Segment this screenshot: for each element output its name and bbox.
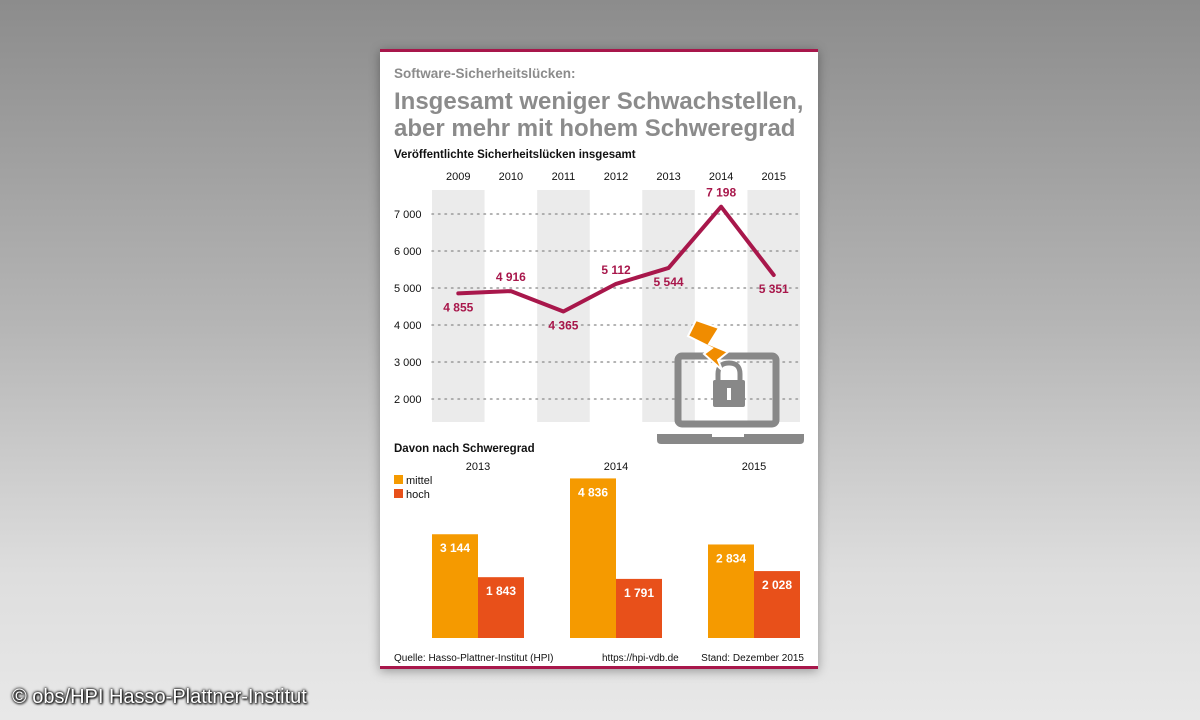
infographic-card: Software-Sicherheitslücken: Insgesamt we… (380, 49, 818, 669)
y-tick-label: 6 000 (394, 246, 422, 258)
source-text: Quelle: Hasso-Plattner-Institut (HPI) (394, 653, 554, 664)
bar-mittel-2013 (432, 534, 478, 638)
chart-canvas: Software-Sicherheitslücken: Insgesamt we… (394, 66, 804, 664)
line-data-label: 4 916 (496, 270, 526, 284)
kicker-text: Software-Sicherheitslücken: (394, 66, 576, 81)
bar-value-label: 2 028 (762, 578, 792, 592)
line-chart-title: Veröffentlichte Sicherheitslücken insges… (394, 149, 636, 161)
bar-value-label: 4 836 (578, 485, 608, 499)
x-axis-years: 2009 2010 2011 2012 2013 2014 2015 (446, 171, 786, 183)
line-data-label: 5 112 (601, 263, 631, 277)
x-year-label: 2015 (761, 171, 785, 183)
bar-categories: 2013 2014 2015 (466, 461, 766, 473)
bar-mittel-2014 (570, 478, 616, 638)
bar-value-label: 3 144 (440, 541, 470, 555)
url-text: https://hpi-vdb.de (602, 653, 679, 664)
bar-category-label: 2015 (742, 461, 766, 473)
bar-category-label: 2014 (604, 461, 628, 473)
title-line-2: aber mehr mit hohem Schweregrad (394, 115, 795, 142)
title-line-1: Insgesamt weniger Schwachstellen, (394, 88, 803, 115)
y-tick-label: 5 000 (394, 283, 422, 295)
y-tick-label: 2 000 (394, 394, 422, 406)
column-band-2013 (642, 190, 695, 422)
bar-hoch-2014 (616, 578, 662, 638)
legend-swatch-hoch (394, 489, 403, 498)
laptop-icon (657, 352, 804, 444)
legend-label-hoch: hoch (406, 489, 430, 501)
bar-hoch-2015 (754, 571, 800, 638)
bar-value-label: 2 834 (716, 551, 746, 565)
x-year-label: 2010 (499, 171, 523, 183)
gridlines (431, 213, 801, 400)
y-tick-label: 7 000 (394, 209, 422, 221)
bars: 3 144 1 843 4 836 1 791 2 834 2 028 (432, 478, 800, 638)
x-year-label: 2013 (656, 171, 680, 183)
column-band-2009 (432, 190, 485, 422)
line-data-labels: 4 855 4 916 4 365 5 112 5 544 7 198 5 351 (443, 186, 789, 333)
bar-mittel-2015 (708, 544, 754, 638)
y-axis-ticks: 2 000 3 000 4 000 5 000 6 000 7 000 (394, 209, 422, 406)
bar-value-label: 1 843 (486, 584, 516, 598)
photo-credit: © obs/HPI Hasso-Plattner-Institut (12, 686, 307, 708)
series-line (456, 204, 776, 314)
padlock-icon (713, 360, 745, 407)
date-text: Stand: Dezember 2015 (701, 653, 804, 664)
line-data-label: 5 544 (654, 275, 684, 289)
x-year-label: 2009 (446, 171, 470, 183)
legend: mittel hoch (394, 475, 432, 501)
x-year-label: 2012 (604, 171, 628, 183)
bar-value-label: 1 791 (624, 586, 654, 600)
y-tick-label: 3 000 (394, 357, 422, 369)
column-bands (432, 190, 800, 422)
legend-swatch-mittel (394, 475, 403, 484)
bar-chart-title: Davon nach Schweregrad (394, 443, 535, 455)
x-year-label: 2011 (552, 171, 576, 183)
bar-category-label: 2013 (466, 461, 490, 473)
legend-label-mittel: mittel (406, 475, 432, 487)
y-tick-label: 4 000 (394, 320, 422, 332)
line-data-label: 7 198 (706, 186, 736, 200)
line-data-label: 4 365 (548, 318, 578, 332)
line-data-label: 4 855 (443, 300, 473, 314)
line-data-label: 5 351 (759, 282, 789, 296)
lightning-bolt-icon (686, 318, 730, 371)
x-year-label: 2014 (709, 171, 733, 183)
bar-hoch-2013 (478, 577, 524, 638)
